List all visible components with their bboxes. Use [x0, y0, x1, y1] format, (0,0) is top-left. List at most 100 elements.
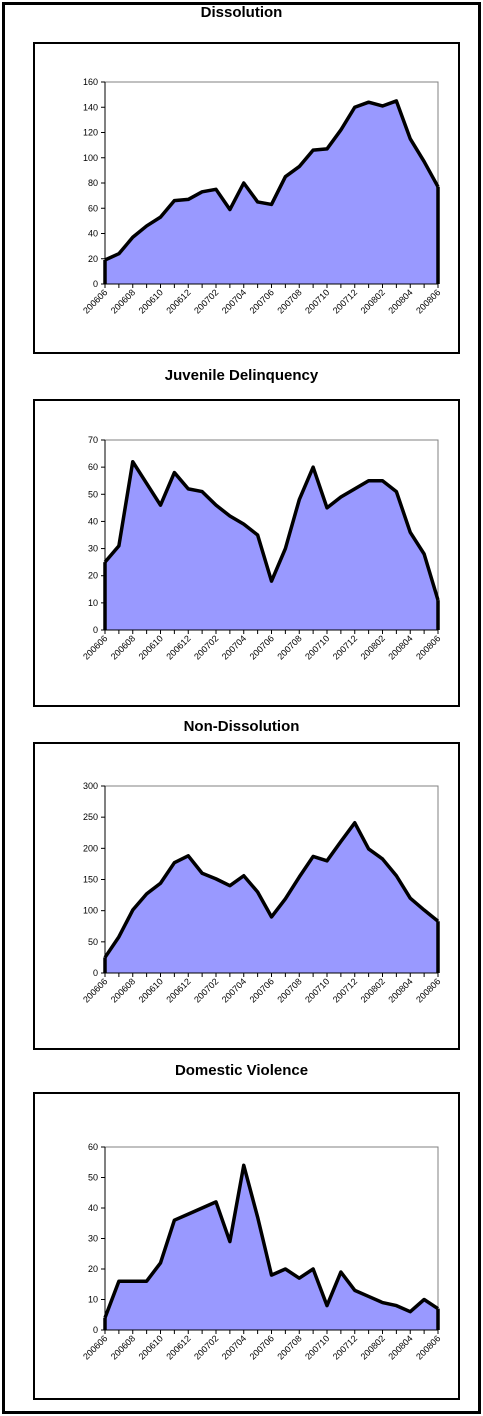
x-tick-label: 200806 — [414, 287, 442, 315]
chart-frame: 0 50 100 150 200 250 300 200606 200608 200610 2006… — [33, 742, 460, 1050]
y-tick-label: 40 — [88, 229, 98, 239]
series-line — [103, 459, 440, 601]
y-tick-label: 50 — [88, 1173, 98, 1183]
y-tick-label: 30 — [88, 544, 98, 554]
series-area — [105, 822, 438, 973]
chart-svg-non-dissolution: 0 50 100 150 200 250 300 200606 200608 200610 2006… — [81, 781, 442, 1005]
y-tick-label: 0 — [93, 625, 98, 635]
y-tick-label: 300 — [83, 781, 98, 791]
x-tick-label: 200806 — [414, 1333, 442, 1361]
y-tick-label: 0 — [93, 1325, 98, 1335]
y-tick-label: 140 — [83, 102, 98, 112]
x-tick-label: 200608 — [109, 287, 137, 315]
x-tick-label: 200612 — [164, 976, 192, 1004]
x-tick-label: 200608 — [109, 976, 137, 1004]
x-tick-label: 200710 — [303, 1333, 331, 1361]
y-tick-label: 40 — [88, 1203, 98, 1213]
x-tick-label: 200706 — [248, 1333, 276, 1361]
x-tick-label: 200702 — [192, 633, 220, 661]
x-tick-label: 200710 — [303, 976, 331, 1004]
x-tick-label: 200704 — [220, 976, 248, 1004]
y-tick-label: 100 — [83, 906, 98, 916]
x-tick-label: 200708 — [275, 633, 303, 661]
x-tick-label: 200710 — [303, 287, 331, 315]
chart-title: Domestic Violence — [174, 1062, 309, 1079]
x-tick-label: 200804 — [386, 976, 414, 1004]
x-tick-label: 200606 — [81, 1333, 109, 1361]
x-tick-label: 200704 — [220, 287, 248, 315]
x-tick-label: 200610 — [137, 287, 165, 315]
chart-frame: 0 20 40 60 80 100 120 140 160 200606 200608 200610 2… — [33, 42, 460, 354]
x-tick-label: 200612 — [164, 1333, 192, 1361]
x-tick-label: 200802 — [359, 633, 387, 661]
y-tick-label: 20 — [88, 1264, 98, 1274]
y-tick-label: 150 — [83, 875, 98, 885]
x-tick-label: 200606 — [81, 633, 109, 661]
series-area — [105, 461, 438, 630]
y-tick-label: 60 — [88, 462, 98, 472]
series-area — [105, 100, 438, 284]
series-line — [103, 1163, 439, 1319]
x-tick-label: 200606 — [81, 287, 109, 315]
x-tick-label: 200710 — [303, 633, 331, 661]
x-tick-label: 200708 — [275, 287, 303, 315]
y-tick-label: 20 — [88, 254, 98, 264]
x-tick-label: 200608 — [109, 633, 137, 661]
x-tick-label: 200702 — [192, 1333, 220, 1361]
y-tick-label: 100 — [83, 153, 98, 163]
x-tick-label: 200610 — [137, 633, 165, 661]
y-tick-label: 60 — [88, 1142, 98, 1152]
x-tick-label: 200610 — [137, 1333, 165, 1361]
series-line — [103, 821, 440, 959]
chart-frame: 0 10 20 30 40 50 60 70 200606 200608 200610 200612 2… — [33, 399, 460, 707]
x-tick-label: 200806 — [414, 976, 442, 1004]
x-tick-label: 200612 — [164, 287, 192, 315]
x-tick-label: 200712 — [331, 1333, 359, 1361]
chart-title: Non-Dissolution — [183, 718, 300, 735]
x-tick-label: 200702 — [192, 287, 220, 315]
y-tick-label: 160 — [83, 77, 98, 87]
x-tick-label: 200712 — [331, 633, 359, 661]
x-tick-label: 200708 — [275, 1333, 303, 1361]
y-tick-label: 50 — [88, 489, 98, 499]
y-tick-label: 20 — [88, 571, 98, 581]
y-tick-label: 70 — [88, 435, 98, 445]
x-tick-label: 200804 — [386, 633, 414, 661]
x-tick-label: 200706 — [248, 287, 276, 315]
series-line — [104, 99, 440, 262]
x-tick-label: 200608 — [109, 1333, 137, 1361]
y-tick-label: 50 — [88, 937, 98, 947]
x-tick-label: 200706 — [248, 633, 276, 661]
x-tick-label: 200610 — [137, 976, 165, 1004]
x-tick-label: 200804 — [386, 287, 414, 315]
y-tick-label: 0 — [93, 279, 98, 289]
chart-frame: 0 10 20 30 40 50 60 200606 200608 200610 200612 200… — [33, 1092, 460, 1400]
x-tick-label: 200708 — [275, 976, 303, 1004]
x-tick-label: 200804 — [386, 1333, 414, 1361]
y-tick-label: 0 — [93, 968, 98, 978]
x-tick-label: 200712 — [331, 976, 359, 1004]
chart-title: Juvenile Delinquency — [164, 367, 319, 384]
x-tick-label: 200702 — [192, 976, 220, 1004]
y-tick-label: 60 — [88, 203, 98, 213]
x-tick-label: 200806 — [414, 633, 442, 661]
y-tick-label: 250 — [83, 812, 98, 822]
y-tick-label: 10 — [88, 1295, 98, 1305]
x-tick-label: 200606 — [81, 976, 109, 1004]
y-tick-label: 200 — [83, 843, 98, 853]
y-tick-label: 80 — [88, 178, 98, 188]
y-tick-label: 120 — [83, 128, 98, 138]
x-tick-label: 200706 — [248, 976, 276, 1004]
x-tick-label: 200802 — [359, 976, 387, 1004]
x-tick-label: 200802 — [359, 1333, 387, 1361]
y-tick-label: 30 — [88, 1234, 98, 1244]
chart-title: Dissolution — [200, 4, 283, 21]
x-tick-label: 200612 — [164, 633, 192, 661]
series-area — [105, 1165, 438, 1330]
x-tick-label: 200802 — [359, 287, 387, 315]
x-tick-label: 200704 — [220, 633, 248, 661]
